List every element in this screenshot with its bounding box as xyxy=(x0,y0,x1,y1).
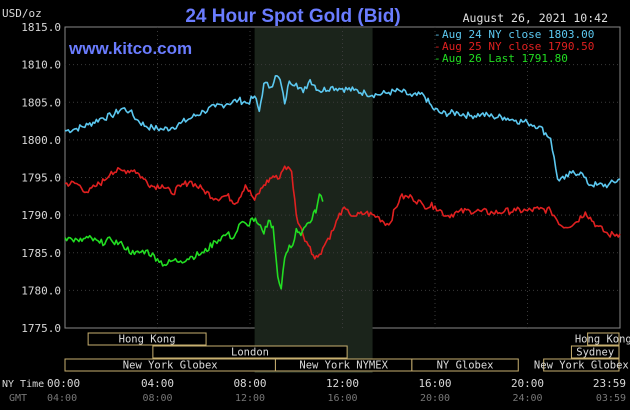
session-bar: Hong Kong xyxy=(87,332,207,346)
session-bar-label: NY Globex xyxy=(437,360,494,372)
x-tick-label-ny: 08:00 xyxy=(233,377,266,390)
session-bar-label: Hong Kong xyxy=(575,334,630,346)
chart-title: 24 Hour Spot Gold (Bid) xyxy=(185,6,400,27)
x-tick-label-gmt: 16:00 xyxy=(327,393,357,404)
x-axis-ticks: 00:00 04:00 08:00 12:00 16:00 20:00 23:59 04:00… xyxy=(47,377,626,404)
session-bar-box xyxy=(543,358,620,372)
y-tick-label: 1795.0 xyxy=(21,172,61,185)
session-bar-label: Sydney xyxy=(576,347,614,359)
y-axis-unit: USD/oz xyxy=(2,7,42,20)
legend-entry-aug24: Aug 24 NY close 1803.00 xyxy=(442,28,594,41)
y-axis-ticks: 1815.0 1810.0 1805.0 1800.0 1795.0 1790.0 1785… xyxy=(21,21,61,335)
session-bar-box xyxy=(152,345,348,359)
legend-entry-aug26: Aug 26 Last 1791.80 xyxy=(442,52,568,65)
x-tick-label-ny: 20:00 xyxy=(511,377,544,390)
x-tick-label-ny: 00:00 xyxy=(47,377,80,390)
legend-marker-aug26: - xyxy=(434,52,441,65)
y-tick-label: 1800.0 xyxy=(21,134,61,147)
series-layer xyxy=(64,75,621,290)
series-line-1 xyxy=(64,165,621,260)
y-tick-label: 1790.0 xyxy=(21,209,61,222)
nymex-session-shade xyxy=(254,28,373,373)
session-bar-box xyxy=(587,332,620,346)
legend-marker-aug24: - xyxy=(434,28,441,41)
session-bar-label: Hong Kong xyxy=(119,334,176,346)
session-bar-label: New York Globex xyxy=(534,360,629,372)
session-bar: New York NYMEX xyxy=(274,358,413,372)
x-tick-label-gmt: 04:00 xyxy=(47,393,77,404)
x-tick-label-gmt: 03:59 xyxy=(596,393,626,404)
series-line-0 xyxy=(64,75,621,189)
session-bar-label: New York NYMEX xyxy=(299,360,388,372)
grid-lines xyxy=(65,27,620,328)
x-tick-label-gmt: 20:00 xyxy=(420,393,450,404)
timestamp: August 26, 2021 10:42 xyxy=(463,11,608,25)
session-bar: NY Globex xyxy=(411,358,519,372)
session-bar-box xyxy=(87,332,207,346)
session-bar-box xyxy=(411,358,519,372)
x-tick-label-gmt: 24:00 xyxy=(512,393,542,404)
session-bar-label: London xyxy=(231,347,269,359)
y-tick-label: 1815.0 xyxy=(21,21,61,34)
session-bar-label: New York Globex xyxy=(123,360,218,372)
x-tick-label-gmt: 08:00 xyxy=(142,393,172,404)
legend-entry-aug25: Aug 25 NY close 1790.50 xyxy=(442,40,594,53)
session-bar: Hong Kong xyxy=(575,332,630,346)
x-tick-label-ny: 04:00 xyxy=(141,377,174,390)
session-bar: New York Globex xyxy=(534,358,629,372)
session-bar: London xyxy=(152,345,348,359)
gmt-label: GMT xyxy=(9,393,27,404)
y-tick-label: 1810.0 xyxy=(21,59,61,72)
x-tick-label-ny: 16:00 xyxy=(418,377,451,390)
session-bar: Sydney xyxy=(570,345,620,359)
y-tick-label: 1785.0 xyxy=(21,247,61,260)
x-tick-label-ny: 23:59 xyxy=(593,377,626,390)
ny-time-label: NY Time xyxy=(2,379,44,390)
legend-marker-aug25: - xyxy=(434,40,441,53)
y-tick-label: 1775.0 xyxy=(21,322,61,335)
y-tick-label: 1805.0 xyxy=(21,96,61,109)
series-line-2 xyxy=(64,193,324,290)
website-watermark: www.kitco.com xyxy=(68,39,192,58)
session-bar-box xyxy=(570,345,620,359)
session-bar: New York Globex xyxy=(64,358,276,372)
x-tick-label-gmt: 12:00 xyxy=(235,393,265,404)
y-tick-label: 1780.0 xyxy=(21,284,61,297)
x-tick-label-ny: 12:00 xyxy=(326,377,359,390)
